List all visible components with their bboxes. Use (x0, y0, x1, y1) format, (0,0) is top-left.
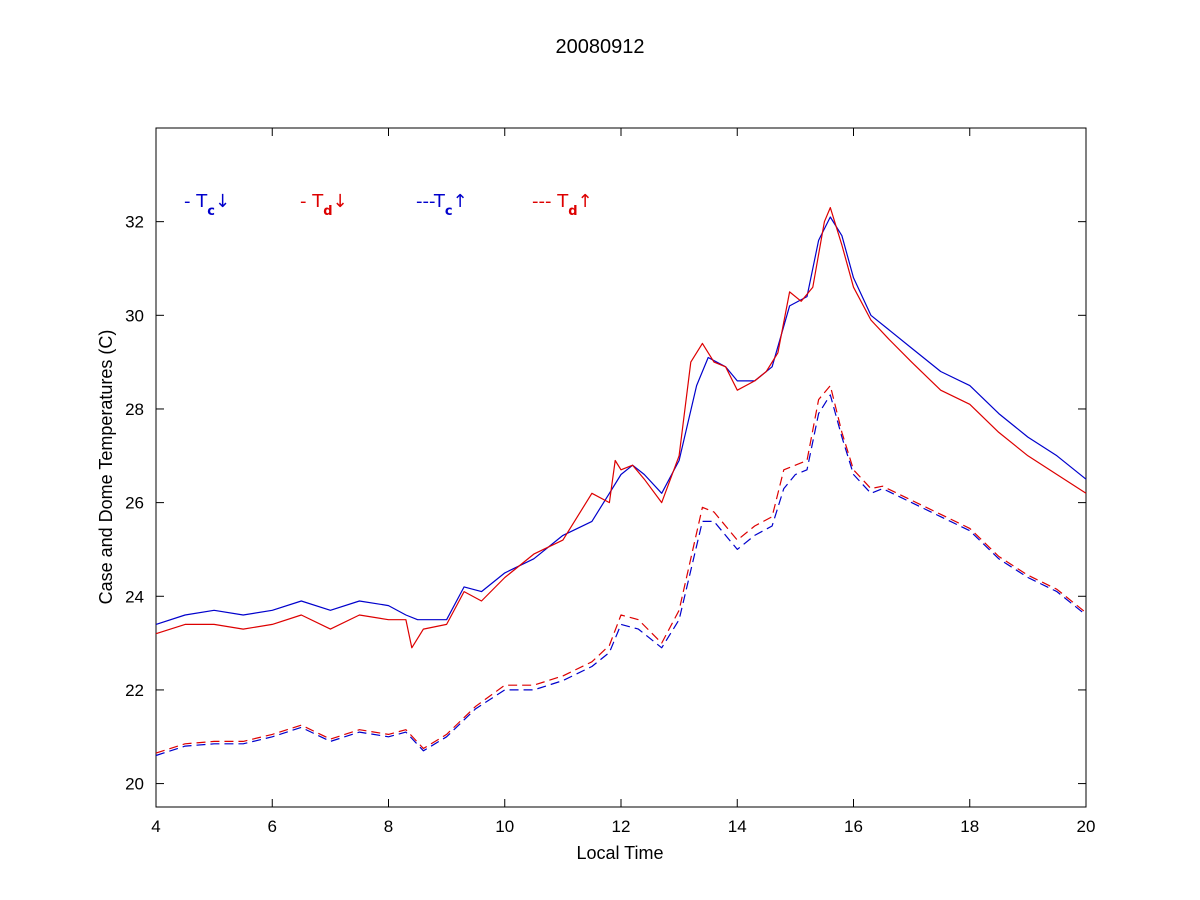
x-tick-label: 18 (960, 817, 979, 836)
x-tick-label: 8 (384, 817, 393, 836)
x-tick-label: 20 (1077, 817, 1096, 836)
legend-item-3: --- Td↑ (532, 191, 593, 219)
x-tick-label: 10 (495, 817, 514, 836)
legend-subscript: d (568, 204, 577, 219)
plot-frame (155, 127, 1087, 808)
y-tick-label: 26 (125, 494, 144, 513)
series-line-2 (155, 394, 1087, 757)
y-tick-label: 32 (125, 213, 144, 232)
x-tick-label: 12 (612, 817, 631, 836)
legend-label: --- T (532, 191, 569, 212)
chart-title: 20080912 (556, 36, 645, 58)
y-tick-label: 30 (125, 306, 144, 325)
legend-label: - T (184, 191, 208, 212)
legend-subscript: d (323, 204, 332, 219)
legend-item-1: - Td↓ (300, 191, 348, 219)
legend-label: - T (300, 191, 324, 212)
series-line-1 (155, 207, 1087, 649)
series-line-0 (155, 216, 1087, 625)
series-layer (155, 207, 1087, 757)
arrow-up-icon: ↑ (578, 191, 593, 212)
y-tick-label: 24 (125, 587, 144, 606)
y-tick-label: 20 (125, 775, 144, 794)
legend-subscript: c (207, 204, 215, 219)
arrow-up-icon: ↑ (453, 191, 468, 212)
x-tick-label: 6 (268, 817, 277, 836)
x-tick-label: 4 (151, 817, 160, 836)
x-axis-label: Local Time (576, 843, 663, 863)
y-tick-label: 22 (125, 681, 144, 700)
legend-item-2: ---Tc↑ (416, 191, 468, 219)
x-tick-label: 16 (844, 817, 863, 836)
y-tick-label: 28 (125, 400, 144, 419)
x-tick-label: 14 (728, 817, 747, 836)
legend: - Tc↓ - Td↓ ---Tc↑ --- Td↑ (184, 191, 593, 219)
arrow-down-icon: ↓ (215, 191, 230, 212)
legend-subscript: c (445, 204, 453, 219)
arrow-down-icon: ↓ (333, 191, 348, 212)
tick-layer: 4 6 8 10 12 14 16 18 20 20 22 24 26 28 30 32 (125, 128, 1095, 836)
legend-label: ---T (416, 191, 446, 212)
series-line-3 (155, 385, 1087, 754)
y-axis-label: Case and Dome Temperatures (C) (96, 330, 116, 605)
legend-item-0: - Tc↓ (184, 191, 230, 219)
